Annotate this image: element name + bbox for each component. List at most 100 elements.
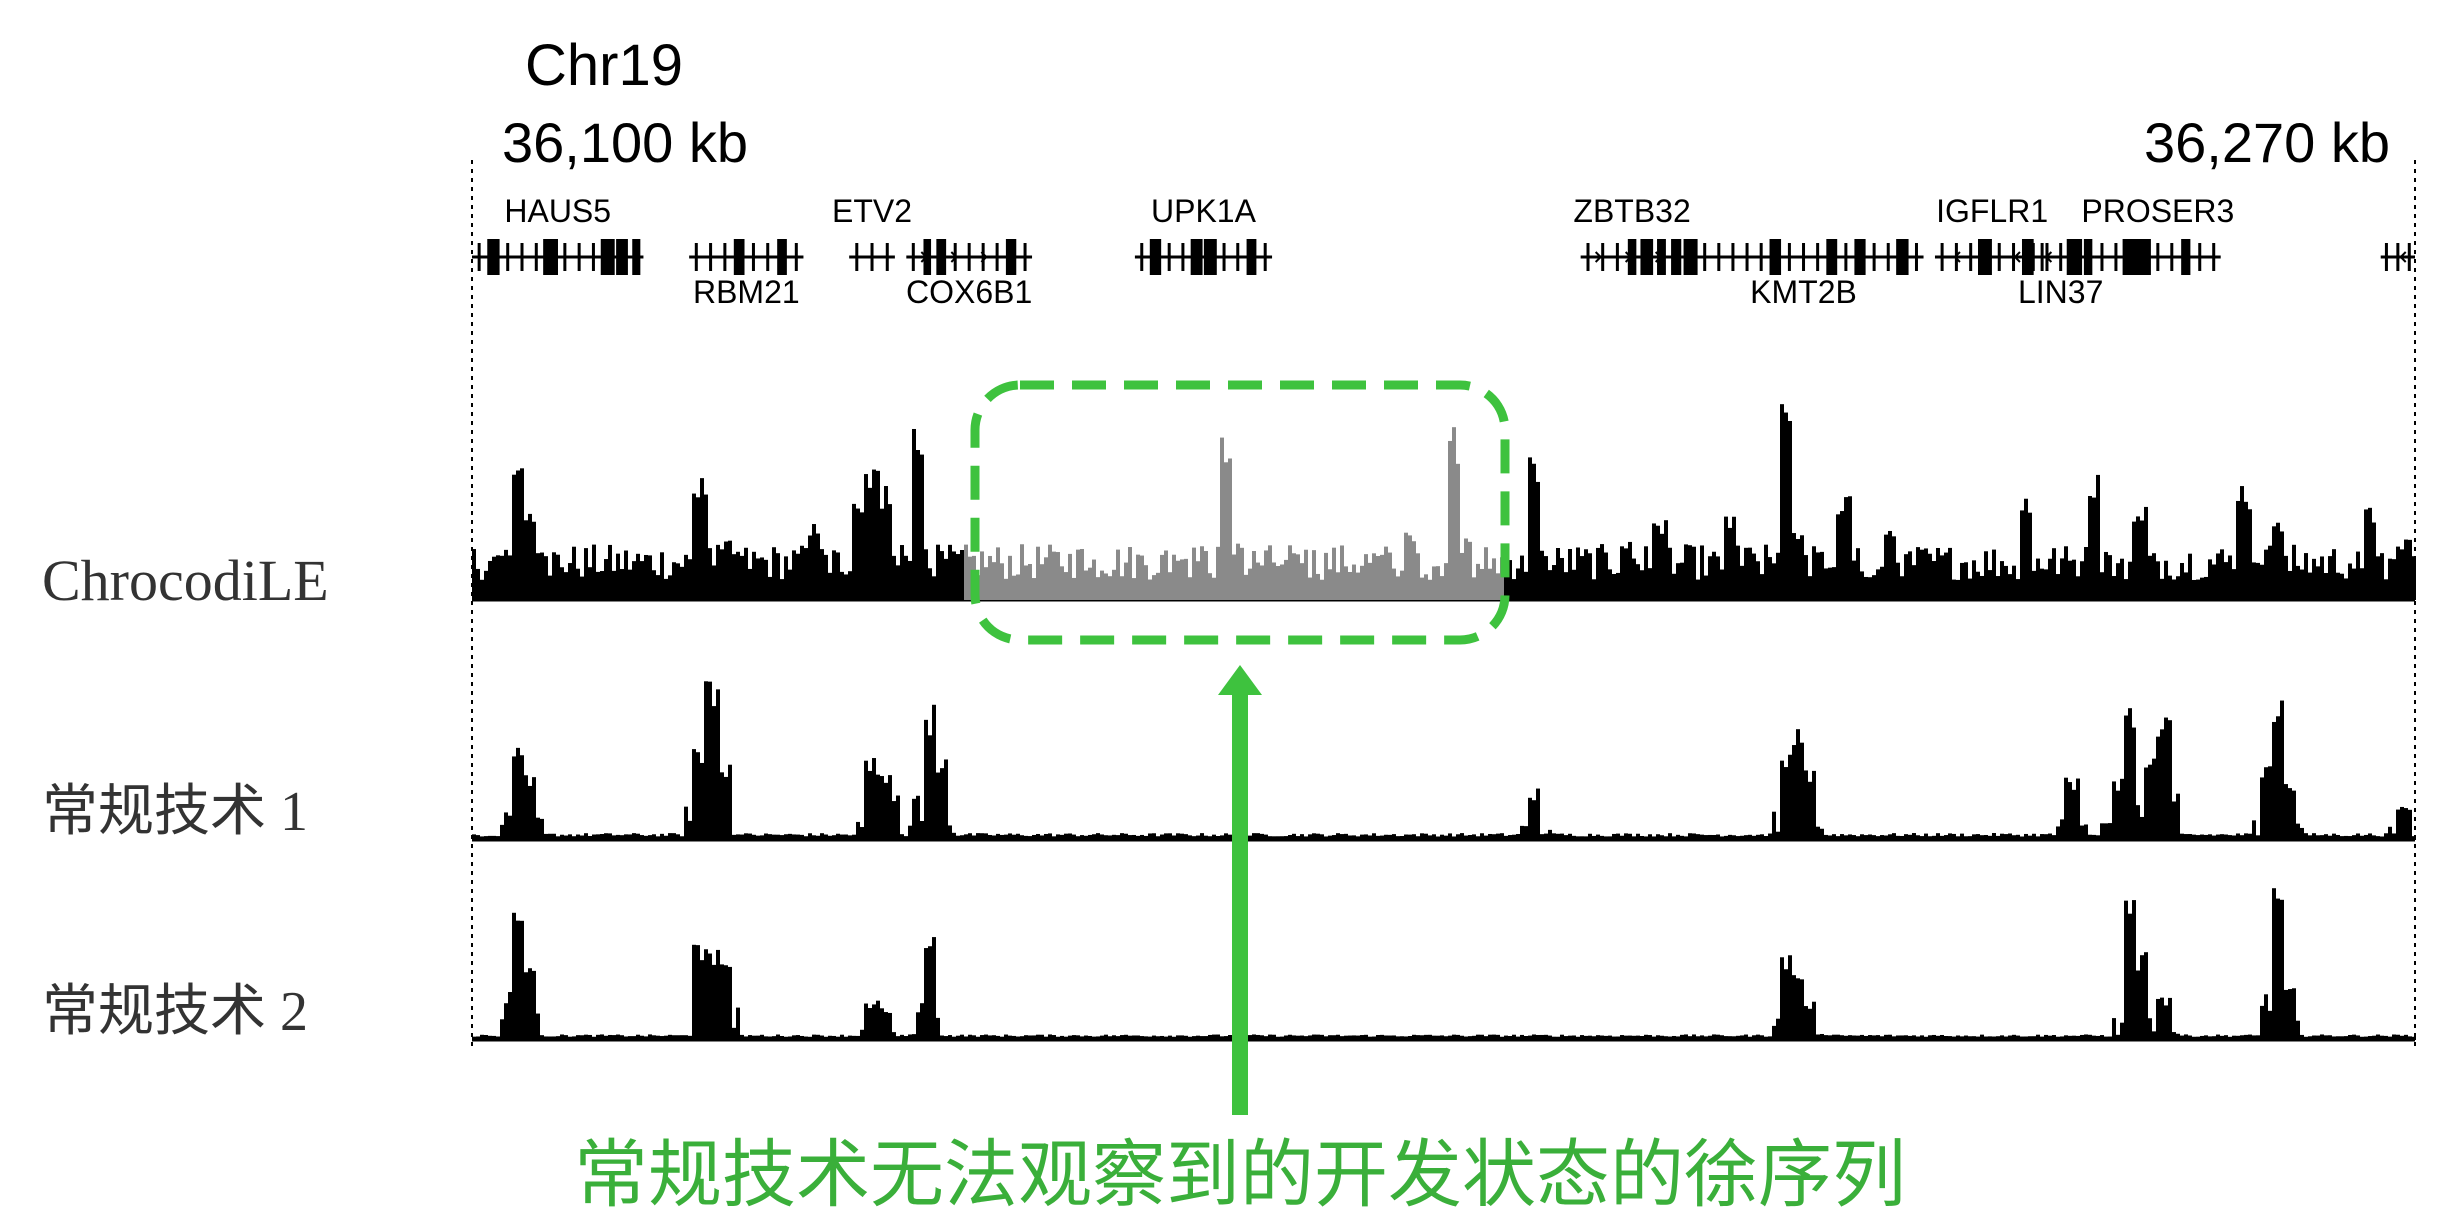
signal-bin bbox=[1780, 957, 1784, 1040]
signal-bin bbox=[820, 549, 824, 600]
signal-bin bbox=[508, 815, 512, 840]
signal-bin bbox=[1932, 835, 1936, 840]
signal-bin bbox=[888, 504, 892, 600]
signal-bin bbox=[2204, 834, 2208, 840]
signal-bin bbox=[1792, 533, 1796, 600]
signal-bin bbox=[1208, 1034, 1212, 1040]
exon bbox=[1816, 243, 1820, 271]
signal-bin bbox=[1300, 834, 1304, 840]
signal-bin bbox=[1832, 567, 1836, 600]
signal-bin bbox=[1548, 570, 1552, 600]
signal-bin bbox=[1820, 551, 1824, 600]
signal-bin bbox=[1140, 1036, 1144, 1040]
signal-bin bbox=[2364, 1036, 2368, 1040]
signal-bin bbox=[504, 812, 508, 840]
signal-bin bbox=[632, 1036, 636, 1040]
signal-bin bbox=[2180, 833, 2184, 840]
signal-bin bbox=[2256, 835, 2260, 840]
signal-bin bbox=[1224, 1036, 1228, 1040]
gene-label: COX6B1 bbox=[906, 274, 1032, 310]
signal-bin bbox=[2116, 790, 2120, 840]
signal-bin bbox=[2016, 579, 2020, 600]
signal-bin bbox=[1884, 534, 1888, 600]
signal-bin bbox=[1268, 836, 1272, 840]
signal-bin bbox=[2292, 790, 2296, 840]
signal-bin bbox=[1616, 833, 1620, 840]
signal-bin bbox=[2032, 833, 2036, 840]
exon bbox=[1263, 243, 1267, 271]
signal-bin bbox=[660, 1036, 664, 1040]
signal-bin bbox=[2400, 1035, 2404, 1040]
signal-bin bbox=[2048, 558, 2052, 600]
signal-bin bbox=[1764, 544, 1768, 600]
signal-bin bbox=[1452, 427, 1456, 600]
signal-bin bbox=[852, 1035, 856, 1040]
signal-bin bbox=[576, 568, 580, 600]
signal-bin bbox=[1676, 1036, 1680, 1040]
exon bbox=[1769, 239, 1782, 275]
signal-bin bbox=[528, 513, 532, 600]
signal-bin bbox=[1996, 1036, 2000, 1040]
signal-bin bbox=[1716, 834, 1720, 840]
signal-bin bbox=[1344, 1035, 1348, 1040]
signal-bin bbox=[1040, 1034, 1044, 1040]
signal-bin bbox=[628, 834, 632, 840]
signal-bin bbox=[2244, 1034, 2248, 1040]
signal-bin bbox=[1868, 834, 1872, 840]
signal-bin bbox=[1548, 829, 1552, 840]
signal-bin bbox=[2392, 1034, 2396, 1040]
signal-bin bbox=[576, 1035, 580, 1040]
signal-bin bbox=[2276, 898, 2280, 1040]
signal-bin bbox=[920, 821, 924, 840]
signal-bin bbox=[2204, 1035, 2208, 1040]
signal-bin bbox=[1840, 1035, 1844, 1040]
exon bbox=[1759, 243, 1763, 271]
signal-bin bbox=[1444, 563, 1448, 600]
signal-bin bbox=[1084, 835, 1088, 840]
signal-bin bbox=[1680, 835, 1684, 840]
signal-bin bbox=[876, 1000, 880, 1040]
signal-bin bbox=[832, 1035, 836, 1040]
signal-bin bbox=[1540, 834, 1544, 840]
signal-bin bbox=[1792, 745, 1796, 840]
signal-bin bbox=[1272, 1034, 1276, 1040]
signal-bin bbox=[608, 1034, 612, 1040]
gene-igflr1: IGFLR1 bbox=[1934, 193, 2050, 275]
signal-bin bbox=[2360, 1036, 2364, 1040]
signal-bin bbox=[1032, 834, 1036, 840]
signal-bin bbox=[1720, 1035, 1724, 1040]
signal-bin bbox=[788, 569, 792, 600]
signal-bin bbox=[1824, 568, 1828, 600]
signal-bin bbox=[1560, 1034, 1564, 1040]
signal-bin bbox=[1904, 554, 1908, 600]
signal-bin bbox=[1984, 1036, 1988, 1040]
signal-bin bbox=[1448, 1035, 1452, 1040]
signal-bin bbox=[572, 546, 576, 600]
signal-bin bbox=[2072, 789, 2076, 840]
signal-bin bbox=[768, 576, 772, 600]
signal-bin bbox=[1188, 835, 1192, 840]
strand-arrow bbox=[980, 251, 988, 263]
signal-bin bbox=[2188, 834, 2192, 840]
signal-bin bbox=[1852, 560, 1856, 600]
signal-bin bbox=[2376, 556, 2380, 600]
signal-bin bbox=[1440, 1035, 1444, 1040]
signal-bin bbox=[1516, 834, 1520, 840]
signal-bin bbox=[1260, 565, 1264, 600]
signal-bin bbox=[868, 1008, 872, 1040]
signal-bin bbox=[980, 833, 984, 840]
signal-bin bbox=[2376, 836, 2380, 840]
signal-bin bbox=[652, 1035, 656, 1040]
signal-bin bbox=[796, 1035, 800, 1040]
signal-bin bbox=[1592, 1036, 1596, 1040]
signal-bin bbox=[2408, 539, 2412, 600]
signal-bin bbox=[848, 1035, 852, 1040]
signal-bin bbox=[588, 567, 592, 600]
signal-bin bbox=[1916, 835, 1920, 840]
signal-bin bbox=[976, 1036, 980, 1040]
signal-bin bbox=[692, 944, 696, 1040]
signal-bin bbox=[1308, 577, 1312, 600]
signal-bin bbox=[944, 558, 948, 600]
signal-bin bbox=[628, 1036, 632, 1040]
signal-bin bbox=[1192, 836, 1196, 840]
